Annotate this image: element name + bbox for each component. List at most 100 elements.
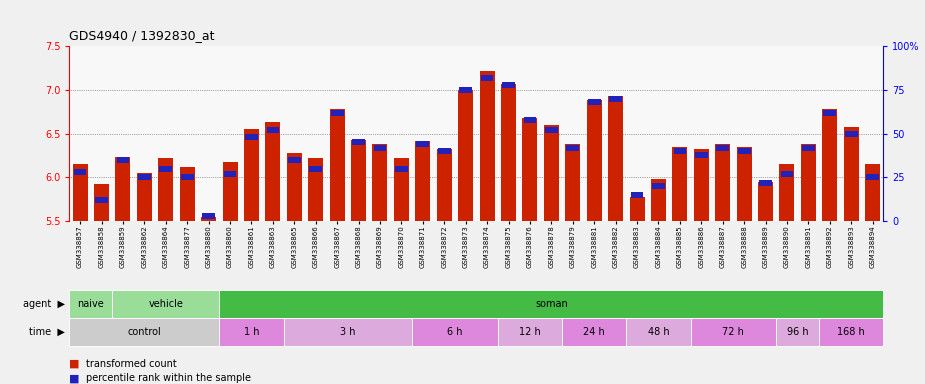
Bar: [74, 169, 86, 175]
Bar: [159, 166, 172, 172]
Bar: [288, 157, 301, 163]
Bar: [566, 145, 579, 151]
Bar: [308, 158, 323, 221]
Bar: [374, 145, 387, 151]
Bar: [329, 109, 345, 221]
Bar: [673, 148, 686, 154]
Text: 168 h: 168 h: [837, 327, 865, 337]
Bar: [394, 158, 409, 221]
Bar: [691, 318, 776, 346]
Bar: [438, 148, 450, 154]
Bar: [94, 184, 109, 221]
Bar: [781, 171, 794, 177]
Text: 12 h: 12 h: [519, 327, 541, 337]
Bar: [822, 109, 837, 221]
Text: 48 h: 48 h: [648, 327, 670, 337]
Bar: [631, 192, 644, 198]
Bar: [180, 174, 193, 180]
Bar: [460, 87, 472, 93]
Bar: [865, 164, 881, 221]
Bar: [716, 145, 729, 151]
Text: control: control: [128, 327, 161, 337]
Text: agent  ▶: agent ▶: [23, 299, 65, 309]
Text: 24 h: 24 h: [584, 327, 605, 337]
Bar: [626, 318, 691, 346]
Bar: [780, 164, 795, 221]
Text: time  ▶: time ▶: [29, 327, 65, 337]
Bar: [776, 318, 820, 346]
Bar: [672, 147, 687, 221]
Text: naive: naive: [78, 299, 105, 309]
Bar: [137, 173, 152, 221]
Text: ■: ■: [69, 359, 80, 369]
Text: soman: soman: [535, 299, 568, 309]
Bar: [112, 290, 219, 318]
Bar: [416, 141, 429, 147]
Bar: [265, 122, 280, 221]
Bar: [284, 318, 413, 346]
Text: transformed count: transformed count: [86, 359, 177, 369]
Bar: [498, 318, 562, 346]
Bar: [331, 109, 343, 116]
Bar: [437, 149, 451, 221]
Bar: [158, 158, 173, 221]
Bar: [867, 174, 879, 180]
Bar: [179, 167, 194, 221]
Bar: [736, 147, 752, 221]
Bar: [69, 290, 112, 318]
Bar: [523, 118, 537, 221]
Bar: [630, 197, 645, 221]
Bar: [545, 127, 558, 133]
Bar: [395, 166, 408, 172]
Bar: [117, 157, 130, 163]
Bar: [759, 180, 772, 186]
Bar: [415, 141, 430, 221]
Bar: [501, 84, 516, 221]
Bar: [758, 182, 773, 221]
Bar: [95, 197, 108, 203]
Text: 1 h: 1 h: [243, 327, 259, 337]
Bar: [695, 152, 708, 158]
Bar: [845, 131, 857, 137]
Bar: [652, 183, 665, 189]
Bar: [413, 318, 498, 346]
Bar: [219, 318, 284, 346]
Bar: [245, 134, 258, 140]
Bar: [203, 213, 215, 219]
Text: 72 h: 72 h: [722, 327, 745, 337]
Bar: [715, 144, 730, 221]
Text: 96 h: 96 h: [787, 327, 808, 337]
Bar: [458, 90, 474, 221]
Bar: [694, 149, 709, 221]
Text: ■: ■: [69, 373, 80, 383]
Bar: [608, 96, 623, 221]
Bar: [266, 127, 279, 133]
Text: 6 h: 6 h: [447, 327, 462, 337]
Bar: [738, 148, 750, 154]
Text: percentile rank within the sample: percentile rank within the sample: [86, 373, 251, 383]
Bar: [544, 125, 559, 221]
Bar: [138, 174, 151, 180]
Bar: [309, 166, 322, 172]
Bar: [116, 157, 130, 221]
Text: vehicle: vehicle: [148, 299, 183, 309]
Bar: [565, 144, 580, 221]
Bar: [502, 81, 515, 88]
Bar: [802, 145, 815, 151]
Bar: [481, 74, 493, 81]
Bar: [587, 99, 600, 105]
Bar: [219, 290, 883, 318]
Bar: [524, 117, 536, 123]
Bar: [479, 71, 495, 221]
Bar: [651, 179, 666, 221]
Bar: [201, 217, 216, 221]
Bar: [287, 153, 302, 221]
Bar: [823, 109, 836, 116]
Bar: [244, 129, 259, 221]
Bar: [223, 162, 238, 221]
Bar: [373, 144, 388, 221]
Bar: [586, 100, 601, 221]
Text: GDS4940 / 1392830_at: GDS4940 / 1392830_at: [69, 29, 215, 42]
Bar: [72, 164, 88, 221]
Bar: [69, 318, 219, 346]
